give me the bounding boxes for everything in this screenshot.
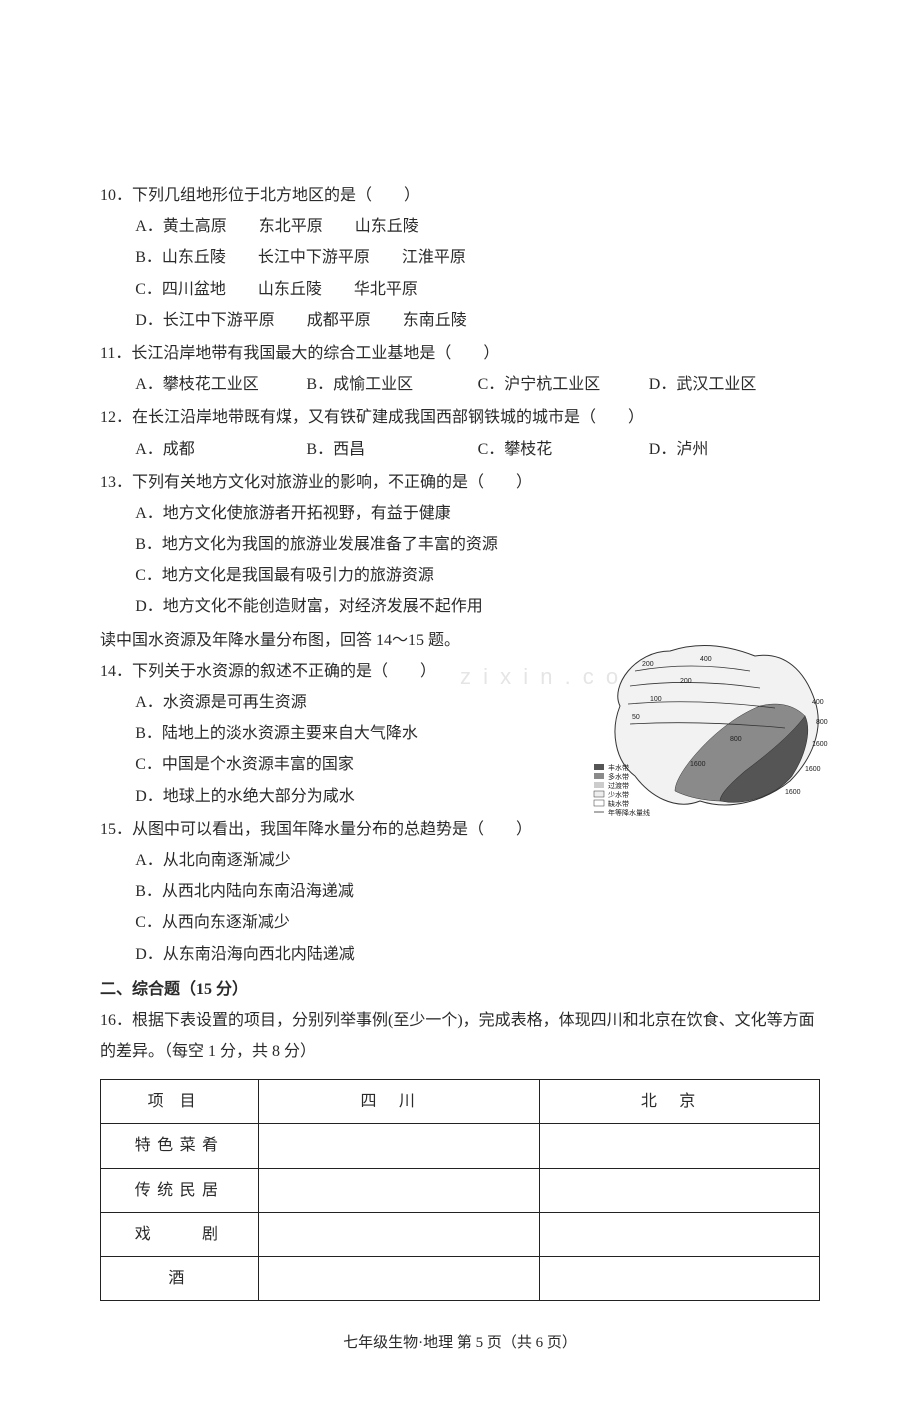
question-number: 12: [100, 409, 116, 426]
q16-stem: 16．根据下表设置的项目，分别列举事例(至少一个)，完成表格，体现四川和北京在饮…: [100, 1005, 820, 1067]
option: B．地方文化为我国的旅游业发展准备了丰富的资源: [100, 529, 820, 560]
svg-text:年等降水量线: 年等降水量线: [608, 808, 650, 817]
cell-sc: [259, 1212, 539, 1256]
question-11: 11．长江沿岸地带有我国最大的综合工业基地是（ ） A．攀枝花工业区B．成愉工业区…: [100, 338, 820, 400]
option: C．四川盆地 山东丘陵 华北平原: [100, 274, 820, 305]
svg-text:200: 200: [642, 661, 654, 668]
page-footer: 七年级生物·地理 第 5 页（共 6 页）: [100, 1329, 820, 1358]
cell-bj: [539, 1168, 819, 1212]
q15-num: 15: [100, 821, 116, 838]
option: B．山东丘陵 长江中下游平原 江淮平原: [100, 242, 820, 273]
question-stem: ．下列有关地方文化对旅游业的影响，不正确的是（ ）: [116, 474, 532, 491]
question-stem: ．长江沿岸地带有我国最大的综合工业基地是（ ）: [115, 345, 499, 362]
svg-text:50: 50: [632, 714, 640, 721]
svg-text:过渡带: 过渡带: [608, 781, 629, 790]
question-12: 12．在长江沿岸地带既有煤，又有铁矿建成我国西部钢铁城的城市是（ ） A．成都B．…: [100, 402, 820, 464]
q15-opt-a: A．从北向南逐渐减少: [100, 845, 820, 876]
section-2-title: 二、综合题（15 分）: [100, 974, 820, 1005]
svg-text:1600: 1600: [690, 761, 706, 768]
svg-text:800: 800: [730, 736, 742, 743]
option: A．成都: [135, 434, 306, 465]
cell-bj: [539, 1257, 819, 1301]
svg-text:1600: 1600: [812, 741, 828, 748]
svg-text:400: 400: [812, 699, 824, 706]
svg-text:800: 800: [816, 719, 828, 726]
cell-bj: [539, 1212, 819, 1256]
question-stem: ．在长江沿岸地带既有煤，又有铁矿建成我国西部钢铁城的城市是（ ）: [116, 409, 644, 426]
table-row: 特色菜肴: [101, 1124, 820, 1168]
question-13: 13．下列有关地方文化对旅游业的影响，不正确的是（ ） A．地方文化使旅游者开拓视…: [100, 467, 820, 623]
row-label: 酒: [101, 1257, 259, 1301]
option: D．武汉工业区: [649, 369, 820, 400]
row-label: 戏 剧: [101, 1212, 259, 1256]
row-label: 特色菜肴: [101, 1124, 259, 1168]
row-label: 传统民居: [101, 1168, 259, 1212]
question-stem: ．下列几组地形位于北方地区的是（ ）: [116, 187, 420, 204]
th-beijing: 北京: [539, 1080, 819, 1124]
question-number: 13: [100, 474, 116, 491]
th-project: 项目: [101, 1080, 259, 1124]
svg-text:丰水带: 丰水带: [608, 763, 629, 772]
cell-sc: [259, 1124, 539, 1168]
option: A．地方文化使旅游者开拓视野，有益于健康: [100, 498, 820, 529]
option: B．西昌: [306, 434, 477, 465]
svg-text:缺水带: 缺水带: [608, 799, 629, 808]
th-sichuan: 四川: [259, 1080, 539, 1124]
option: C．攀枝花: [478, 434, 649, 465]
table-row: 戏 剧: [101, 1212, 820, 1256]
q15-stem: ．从图中可以看出，我国年降水量分布的总趋势是（ ）: [116, 821, 532, 838]
table-row: 酒: [101, 1257, 820, 1301]
q15-opt-b: B．从西北内陆向东南沿海递减: [100, 876, 820, 907]
q15-opt-d: D．从东南沿海向西北内陆递减: [100, 939, 820, 970]
question-10: 10．下列几组地形位于北方地区的是（ ） A．黄土高原 东北平原 山东丘陵B．山东…: [100, 180, 820, 336]
question-15: 15．从图中可以看出，我国年降水量分布的总趋势是（ ） A．从北向南逐渐减少 B…: [100, 814, 820, 970]
option: C．地方文化是我国最有吸引力的旅游资源: [100, 560, 820, 591]
option: C．沪宁杭工业区: [478, 369, 649, 400]
option: D．长江中下游平原 成都平原 东南丘陵: [100, 305, 820, 336]
svg-text:多水带: 多水带: [608, 772, 629, 781]
option: A．攀枝花工业区: [135, 369, 306, 400]
watermark-text: z i x i n . c o: [460, 656, 621, 699]
cell-bj: [539, 1124, 819, 1168]
svg-text:少水带: 少水带: [608, 790, 629, 799]
svg-text:1600: 1600: [785, 789, 801, 796]
svg-text:400: 400: [700, 656, 712, 663]
svg-text:200: 200: [680, 678, 692, 685]
q14-num: 14: [100, 663, 116, 680]
q15-opt-c: C．从西向东逐渐减少: [100, 907, 820, 938]
question-number: 11: [100, 345, 115, 362]
option: D．泸州: [649, 434, 820, 465]
svg-text:1600: 1600: [805, 766, 821, 773]
comparison-table: 项目 四川 北京 特色菜肴 传统民居 戏 剧 酒: [100, 1079, 820, 1301]
table-header-row: 项目 四川 北京: [101, 1080, 820, 1124]
svg-text:100: 100: [650, 696, 662, 703]
cell-sc: [259, 1168, 539, 1212]
cell-sc: [259, 1257, 539, 1301]
q14-stem: ．下列关于水资源的叙述不正确的是（ ）: [116, 663, 436, 680]
option: B．成愉工业区: [306, 369, 477, 400]
option: A．黄土高原 东北平原 山东丘陵: [100, 211, 820, 242]
china-precipitation-map: 200 400 200 100 50 400 800 1600 1600 160…: [580, 616, 840, 826]
table-row: 传统民居: [101, 1168, 820, 1212]
question-number: 10: [100, 187, 116, 204]
